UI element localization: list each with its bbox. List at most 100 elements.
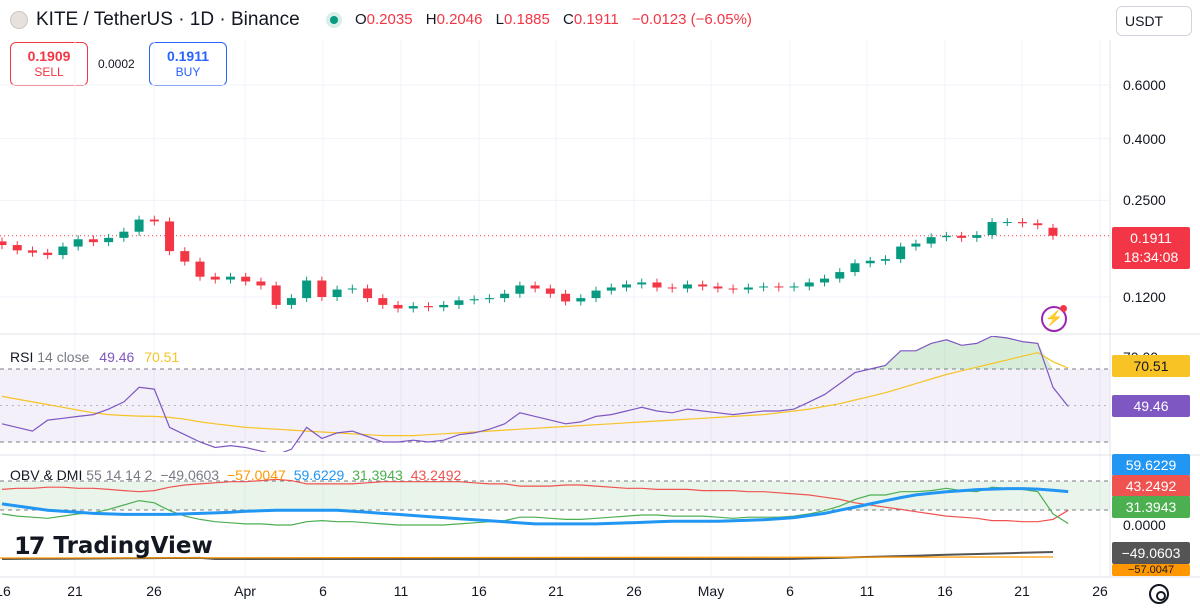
obv-dmi-name: OBV & DMI xyxy=(10,467,83,483)
rsi-line xyxy=(1,336,1069,452)
candle-body xyxy=(530,285,540,289)
candle-body xyxy=(698,284,708,287)
rsi-params: 14 close xyxy=(37,349,90,365)
candle-body xyxy=(104,237,114,243)
candle-body xyxy=(0,241,7,246)
date-tick-label: 6 xyxy=(319,583,327,599)
candle-body xyxy=(972,235,982,238)
candle-body xyxy=(378,298,388,305)
candle-body xyxy=(180,251,190,262)
candle-body xyxy=(469,299,479,301)
candle-body xyxy=(880,259,890,261)
change-value: −0.0123 (−6.05%) xyxy=(631,11,752,28)
candle-body xyxy=(195,261,205,277)
candle-body xyxy=(1033,223,1043,226)
di-plus-value: 31.3943 xyxy=(352,467,403,483)
close-value: 0.1911 xyxy=(573,11,619,28)
candle-body xyxy=(1002,222,1012,224)
market-open-icon xyxy=(326,12,342,28)
adx-value: 59.6229 xyxy=(293,467,345,483)
tradingview-mark-icon: 17 xyxy=(14,532,45,560)
candle-body xyxy=(43,252,53,256)
candle-body xyxy=(241,276,251,282)
symbol-title[interactable]: KITE / TetherUS · 1D · Binance xyxy=(36,9,300,30)
candle-body xyxy=(835,272,845,279)
candle-body xyxy=(12,245,22,251)
candle-body xyxy=(286,298,296,305)
open-key: O xyxy=(355,11,367,28)
date-tick-label: 21 xyxy=(1014,583,1030,599)
kite-logo-icon xyxy=(10,11,28,29)
obv-badge: −49.0603 xyxy=(1112,542,1190,564)
price-tick-label: 0.4000 xyxy=(1123,131,1166,147)
date-tick-label: 16 xyxy=(471,583,487,599)
obv-zero-label: 0.0000 xyxy=(1123,517,1166,533)
candles xyxy=(0,215,1058,313)
grid-lines xyxy=(0,40,1110,576)
price-tick-label: 0.2500 xyxy=(1123,192,1166,208)
candle-body xyxy=(606,287,616,291)
rsi-ma-value: 70.51 xyxy=(144,349,180,365)
date-tick-label: 21 xyxy=(67,583,83,599)
date-tick-label: 11 xyxy=(859,583,875,599)
current-price-badge: 0.1911 18:34:08 xyxy=(1112,227,1190,269)
candle-body xyxy=(27,250,37,253)
candle-body xyxy=(165,221,175,252)
obv-ma-line xyxy=(0,556,1054,559)
candle-body xyxy=(393,304,403,309)
pane-separators xyxy=(0,40,1200,578)
obv-dmi-legend[interactable]: OBV & DMI 55 14 14 2 −49.0603 −57.0047 5… xyxy=(10,467,461,483)
candle-body xyxy=(1018,222,1028,224)
candle-body xyxy=(439,304,449,308)
date-tick-label: 16 xyxy=(937,583,953,599)
current-price: 0.1911 xyxy=(1130,230,1172,246)
ohlc-legend: O0.2035 H0.2046 L0.1885 C0.1911 −0.0123 … xyxy=(355,11,752,28)
date-tick-label: 26 xyxy=(146,583,162,599)
candle-body xyxy=(88,239,98,243)
price-tick-label: 0.6000 xyxy=(1123,77,1166,93)
candle-body xyxy=(774,286,784,288)
di-plus-badge: 31.3943 xyxy=(1112,496,1190,518)
bar-countdown: 18:34:08 xyxy=(1123,249,1179,265)
candle-body xyxy=(58,246,68,256)
candle-body xyxy=(332,289,342,297)
buy-label: BUY xyxy=(175,65,201,79)
candle-body xyxy=(545,288,555,294)
date-tick-label: 11 xyxy=(393,583,409,599)
candle-body xyxy=(911,243,921,247)
di-minus-badge: 43.2492 xyxy=(1112,475,1190,497)
candle-body xyxy=(820,278,830,283)
candle-body xyxy=(926,237,936,244)
low-value: 0.1885 xyxy=(503,11,550,28)
date-tick-label: May xyxy=(697,583,725,599)
currency-selector[interactable]: USDT xyxy=(1116,6,1192,36)
buy-button[interactable]: 0.1911 BUY xyxy=(149,42,227,86)
adx-line xyxy=(1,487,1069,526)
candle-body xyxy=(957,235,967,238)
candle-body xyxy=(484,298,494,300)
obv-ma-value: −57.0047 xyxy=(227,467,286,483)
rsi-legend[interactable]: RSI 14 close 49.46 70.51 xyxy=(10,349,179,365)
candle-body xyxy=(591,290,601,299)
candle-body xyxy=(302,280,312,299)
rsi-value: 49.46 xyxy=(99,349,135,365)
candle-body xyxy=(865,260,875,264)
candle-body xyxy=(561,293,571,302)
spread-value: 0.0002 xyxy=(98,57,135,71)
tradingview-logo-text: TradingView xyxy=(53,533,213,559)
candle-body xyxy=(119,231,129,238)
price-tick-label: 0.1200 xyxy=(1123,289,1166,305)
tradingview-logo[interactable]: 17 TradingView xyxy=(14,531,213,561)
candle-body xyxy=(652,282,662,288)
candle-body xyxy=(667,287,677,289)
candle-body xyxy=(500,293,510,299)
candle-body xyxy=(622,284,632,288)
candle-body xyxy=(317,280,327,297)
date-tick-label: 26 xyxy=(1092,583,1108,599)
settings-icon[interactable] xyxy=(1149,584,1169,604)
high-key: H xyxy=(425,11,437,28)
lightning-icon[interactable]: ⚡ xyxy=(1041,306,1067,332)
candle-body xyxy=(423,306,433,308)
rsi-badge: 49.46 xyxy=(1112,395,1190,417)
